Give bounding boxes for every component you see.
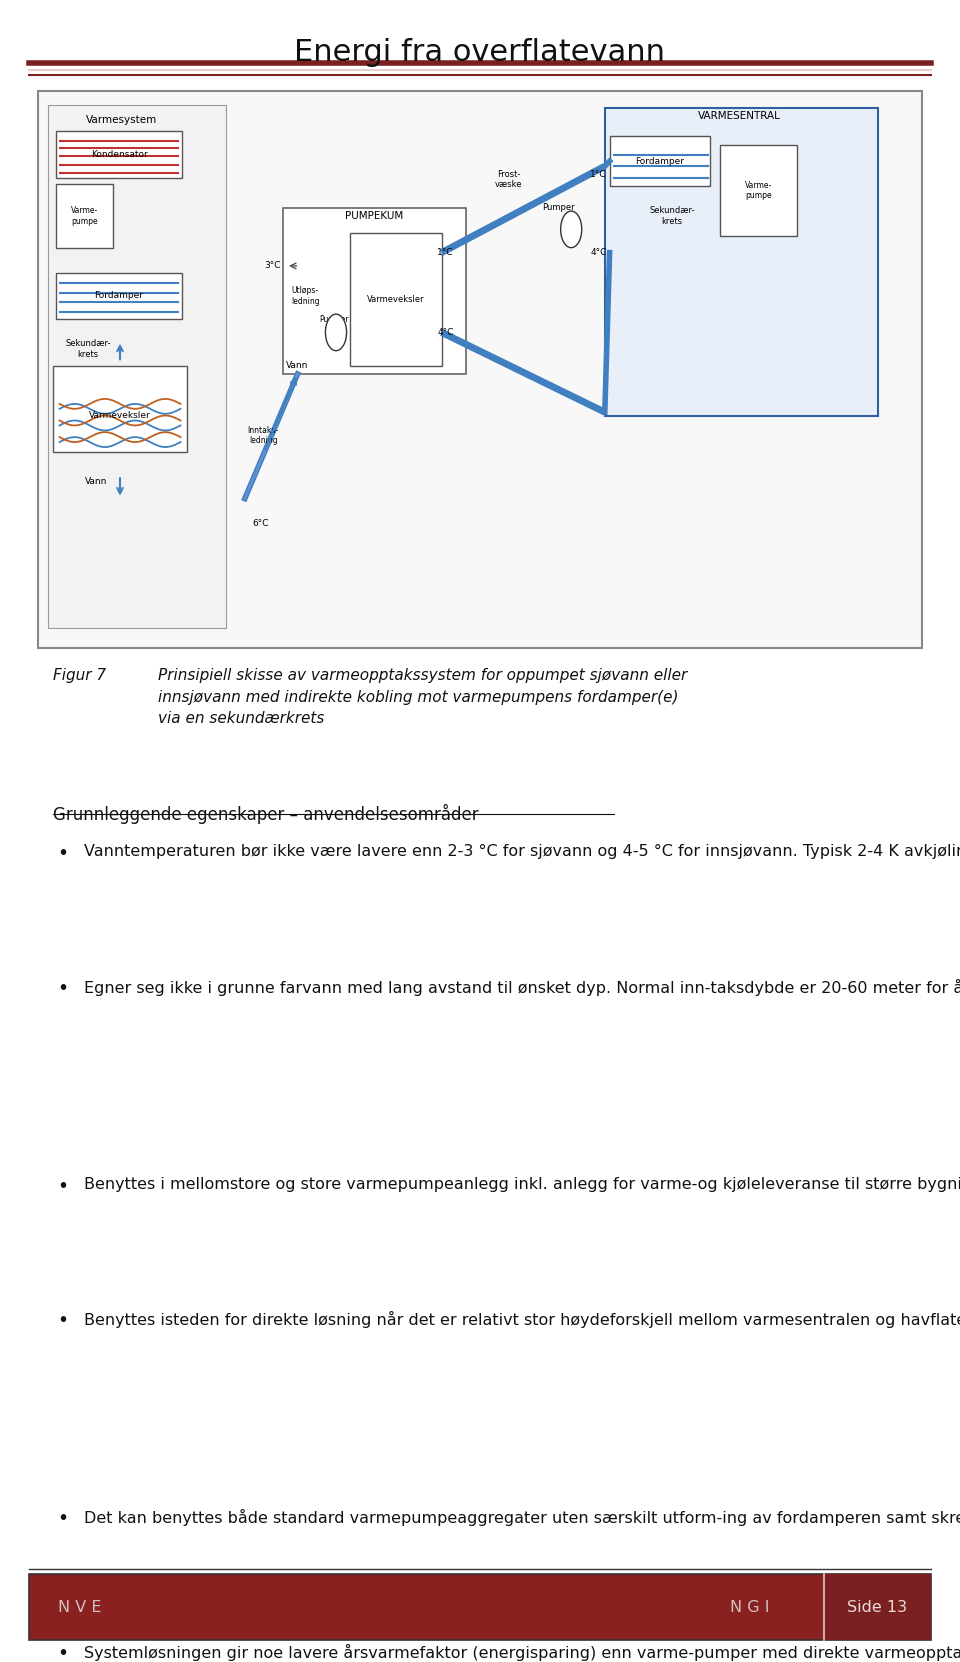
Text: Vann: Vann: [84, 477, 108, 487]
Text: Egner seg ikke i grunne farvann med lang avstand til ønsket dyp. Normal inn-taks: Egner seg ikke i grunne farvann med lang…: [84, 979, 960, 996]
Bar: [38, 91, 922, 648]
Text: 1°C: 1°C: [590, 170, 607, 179]
Text: Varmesystem: Varmesystem: [86, 115, 157, 125]
Text: 4°C: 4°C: [590, 248, 607, 258]
Bar: [53, 366, 187, 452]
Text: Sekundær-
krets: Sekundær- krets: [649, 206, 695, 226]
Text: Varme-
pumpe: Varme- pumpe: [745, 181, 772, 199]
Bar: [56, 184, 113, 248]
Bar: [605, 108, 878, 416]
Circle shape: [561, 211, 582, 248]
Text: Figur 7: Figur 7: [53, 668, 106, 683]
Text: PUMPEKUM: PUMPEKUM: [346, 211, 403, 221]
Bar: [824, 1574, 931, 1640]
Bar: [56, 273, 182, 319]
Text: Vann: Vann: [286, 361, 309, 371]
Text: •: •: [57, 979, 68, 997]
Text: VARMESENTRAL: VARMESENTRAL: [698, 111, 780, 121]
Text: Sekundær-
krets: Sekundær- krets: [65, 339, 110, 359]
Text: Varme-
pumpe: Varme- pumpe: [71, 206, 98, 226]
Text: Utløps-
ledning: Utløps- ledning: [291, 286, 320, 306]
Text: Fordamper: Fordamper: [94, 291, 144, 301]
Text: Pumper: Pumper: [320, 314, 348, 324]
Bar: [283, 208, 466, 374]
Text: Benyttes i mellomstore og store varmepumpeanlegg inkl. anlegg for varme-og kjøle: Benyttes i mellomstore og store varmepum…: [84, 1177, 960, 1192]
Text: Pumper: Pumper: [542, 203, 575, 213]
Text: 3°C: 3°C: [264, 261, 280, 271]
Text: ▶: ▶: [333, 329, 339, 336]
Text: N V E: N V E: [58, 1599, 101, 1615]
Text: 1°C: 1°C: [437, 248, 454, 258]
Bar: [56, 131, 182, 178]
Bar: [350, 233, 442, 366]
Text: •: •: [57, 844, 68, 863]
Text: Varmeveksler: Varmeveksler: [367, 294, 425, 304]
Text: Det kan benyttes både standard varmepumpeaggregater uten særskilt utform-ing av : Det kan benyttes både standard varmepump…: [84, 1509, 960, 1526]
Text: Inntaks-
ledning: Inntaks- ledning: [248, 425, 278, 445]
Text: •: •: [57, 1311, 68, 1330]
Text: 6°C: 6°C: [252, 519, 270, 529]
Text: 4°C: 4°C: [437, 327, 454, 337]
Text: Grunnleggende egenskaper – anvendelsesområder: Grunnleggende egenskaper – anvendelsesom…: [53, 804, 478, 824]
Text: Frost-
væske: Frost- væske: [495, 170, 522, 189]
Text: Prinsipiell skisse av varmeopptakssystem for oppumpet sjøvann eller
innsjøvann m: Prinsipiell skisse av varmeopptakssystem…: [158, 668, 687, 726]
Text: ▶: ▶: [568, 226, 574, 233]
Text: Energi fra overflatevann: Energi fra overflatevann: [295, 38, 665, 66]
Text: Systemløsningen gir noe lavere årsvarmefaktor (energisparing) enn varme-pumper m: Systemløsningen gir noe lavere årsvarmef…: [84, 1644, 960, 1660]
Bar: [29, 1574, 931, 1640]
Text: •: •: [57, 1177, 68, 1195]
Bar: [610, 136, 710, 186]
Text: Side 13: Side 13: [848, 1599, 907, 1615]
Text: Benyttes isteden for direkte løsning når det er relativt stor høydeforskjell mel: Benyttes isteden for direkte løsning når…: [84, 1311, 960, 1328]
Circle shape: [325, 314, 347, 351]
Text: N G I: N G I: [730, 1599, 769, 1615]
Bar: [720, 145, 797, 236]
Text: Vanntemperaturen bør ikke være lavere enn 2-3 °C for sjøvann og 4-5 °C for innsj: Vanntemperaturen bør ikke være lavere en…: [84, 844, 960, 859]
Text: •: •: [57, 1509, 68, 1527]
Text: •: •: [57, 1644, 68, 1662]
Text: Varmeveksler: Varmeveksler: [89, 411, 151, 420]
Bar: [48, 105, 226, 628]
Text: Fordamper: Fordamper: [636, 156, 684, 166]
Text: Kondensator: Kondensator: [90, 150, 148, 160]
